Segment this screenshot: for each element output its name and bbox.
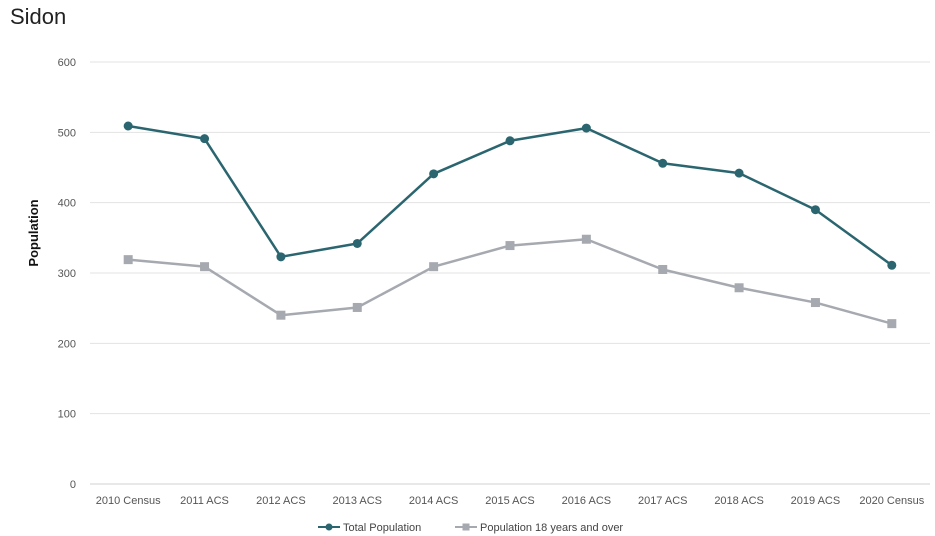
y-tick-label: 0 <box>70 479 76 491</box>
legend-marker <box>462 523 470 531</box>
y-axis-label: Population <box>26 199 41 266</box>
legend-label: Total Population <box>343 522 421 534</box>
y-tick-label: 200 <box>58 338 76 350</box>
x-tick-label: 2013 ACS <box>332 495 382 507</box>
data-point <box>810 205 820 215</box>
data-point <box>200 134 210 144</box>
data-point <box>200 262 210 272</box>
y-tick-label: 600 <box>58 57 76 69</box>
series-1 <box>123 121 897 270</box>
x-tick-label: 2016 ACS <box>562 495 612 507</box>
x-tick-label: 2019 ACS <box>791 495 841 507</box>
data-point <box>429 169 439 179</box>
x-tick-label: 2020 Census <box>859 495 924 507</box>
x-tick-label: 2010 Census <box>96 495 161 507</box>
y-axis-ticks: 0 100 200 300 400 500 600 <box>58 57 76 491</box>
data-point <box>123 121 133 131</box>
y-tick-label: 300 <box>58 268 76 280</box>
data-point <box>581 123 591 133</box>
x-tick-label: 2017 ACS <box>638 495 688 507</box>
data-point <box>505 136 515 146</box>
y-tick-label: 400 <box>58 198 76 210</box>
x-axis-ticks: 2010 Census 2011 ACS 2012 ACS 2013 ACS 2014 … <box>96 495 925 507</box>
legend-label: Population 18 years and over <box>480 522 623 534</box>
data-point <box>505 241 515 251</box>
legend-item: Population 18 years and over <box>455 522 623 534</box>
legend-marker <box>325 523 333 531</box>
data-point <box>658 264 668 274</box>
legend: Total Population Population 18 years and … <box>318 522 623 534</box>
data-point <box>352 302 362 312</box>
x-tick-label: 2011 ACS <box>180 495 229 507</box>
x-tick-label: 2012 ACS <box>256 495 306 507</box>
data-point <box>276 310 286 320</box>
y-tick-label: 100 <box>58 409 76 421</box>
data-point <box>734 283 744 293</box>
data-point <box>887 319 897 329</box>
data-point <box>352 238 362 248</box>
series-group <box>123 121 897 329</box>
gridlines <box>90 61 930 485</box>
x-tick-label: 2015 ACS <box>485 495 535 507</box>
chart-title: Sidon <box>10 4 67 29</box>
data-point <box>658 158 668 168</box>
series-2 <box>123 234 897 329</box>
data-point <box>734 168 744 178</box>
legend-item: Total Population <box>318 522 421 534</box>
data-point <box>429 262 439 272</box>
x-tick-label: 2018 ACS <box>714 495 764 507</box>
data-point <box>810 298 820 308</box>
data-point <box>581 234 591 244</box>
series-line <box>128 237 893 325</box>
data-point <box>887 260 897 270</box>
data-point <box>276 252 286 262</box>
y-tick-label: 500 <box>58 127 76 139</box>
x-tick-label: 2014 ACS <box>409 495 459 507</box>
data-point <box>123 255 133 265</box>
